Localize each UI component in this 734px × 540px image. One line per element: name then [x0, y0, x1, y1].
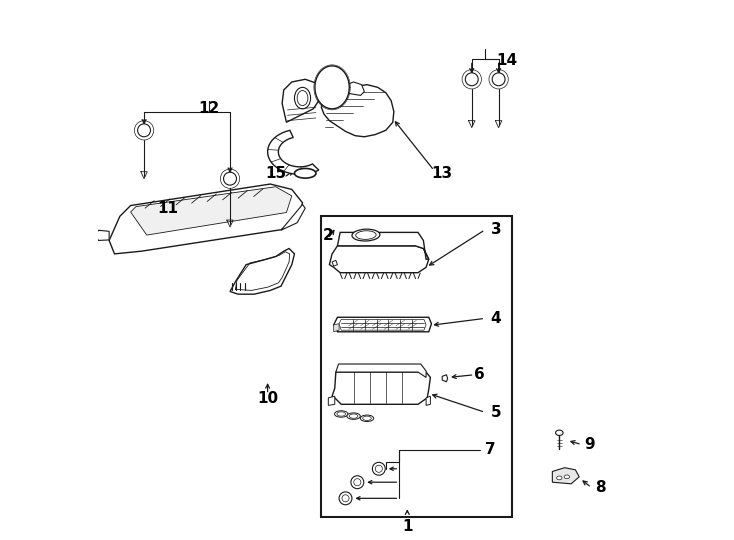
Circle shape — [224, 172, 236, 185]
Polygon shape — [330, 246, 429, 273]
Polygon shape — [321, 85, 394, 137]
Polygon shape — [334, 323, 339, 332]
Polygon shape — [328, 396, 335, 406]
Text: 6: 6 — [474, 367, 485, 382]
Polygon shape — [332, 372, 430, 404]
Polygon shape — [338, 232, 429, 259]
Circle shape — [342, 495, 349, 502]
Ellipse shape — [297, 91, 308, 106]
Polygon shape — [332, 260, 338, 266]
Text: 15: 15 — [265, 166, 286, 181]
Polygon shape — [336, 364, 426, 377]
Bar — [321, 217, 512, 517]
Ellipse shape — [347, 413, 360, 420]
Ellipse shape — [556, 430, 563, 435]
Circle shape — [354, 478, 361, 486]
Ellipse shape — [556, 476, 562, 480]
Circle shape — [493, 73, 505, 86]
Polygon shape — [340, 82, 364, 96]
Circle shape — [465, 73, 479, 86]
Polygon shape — [553, 468, 579, 484]
Ellipse shape — [337, 412, 346, 416]
Text: 3: 3 — [490, 222, 501, 237]
Text: 7: 7 — [485, 442, 496, 457]
Ellipse shape — [352, 229, 380, 241]
Polygon shape — [230, 248, 294, 294]
Polygon shape — [95, 230, 109, 240]
Circle shape — [137, 124, 150, 137]
Ellipse shape — [335, 411, 348, 417]
Ellipse shape — [564, 475, 570, 479]
Ellipse shape — [349, 414, 358, 418]
Polygon shape — [268, 130, 319, 174]
Polygon shape — [315, 66, 349, 109]
Text: 4: 4 — [490, 311, 501, 326]
Circle shape — [339, 492, 352, 505]
Polygon shape — [109, 184, 302, 254]
Text: 2: 2 — [322, 227, 333, 242]
Polygon shape — [281, 205, 305, 230]
Ellipse shape — [363, 416, 371, 421]
Text: 5: 5 — [490, 405, 501, 420]
Polygon shape — [131, 187, 292, 235]
Text: 12: 12 — [198, 102, 219, 116]
Ellipse shape — [356, 231, 376, 239]
Polygon shape — [339, 320, 426, 330]
Text: 9: 9 — [585, 437, 595, 452]
Text: 11: 11 — [158, 201, 178, 215]
Polygon shape — [282, 79, 321, 122]
Ellipse shape — [294, 87, 310, 109]
Text: 13: 13 — [432, 166, 453, 181]
Text: 8: 8 — [595, 480, 606, 495]
Text: 14: 14 — [496, 53, 517, 68]
Circle shape — [375, 465, 382, 472]
Polygon shape — [334, 318, 432, 332]
Circle shape — [351, 476, 364, 489]
Text: 1: 1 — [402, 519, 413, 534]
Ellipse shape — [294, 168, 316, 178]
Polygon shape — [442, 375, 448, 382]
Ellipse shape — [360, 415, 374, 422]
Polygon shape — [426, 396, 430, 406]
Circle shape — [372, 462, 385, 475]
Text: 10: 10 — [257, 392, 278, 407]
